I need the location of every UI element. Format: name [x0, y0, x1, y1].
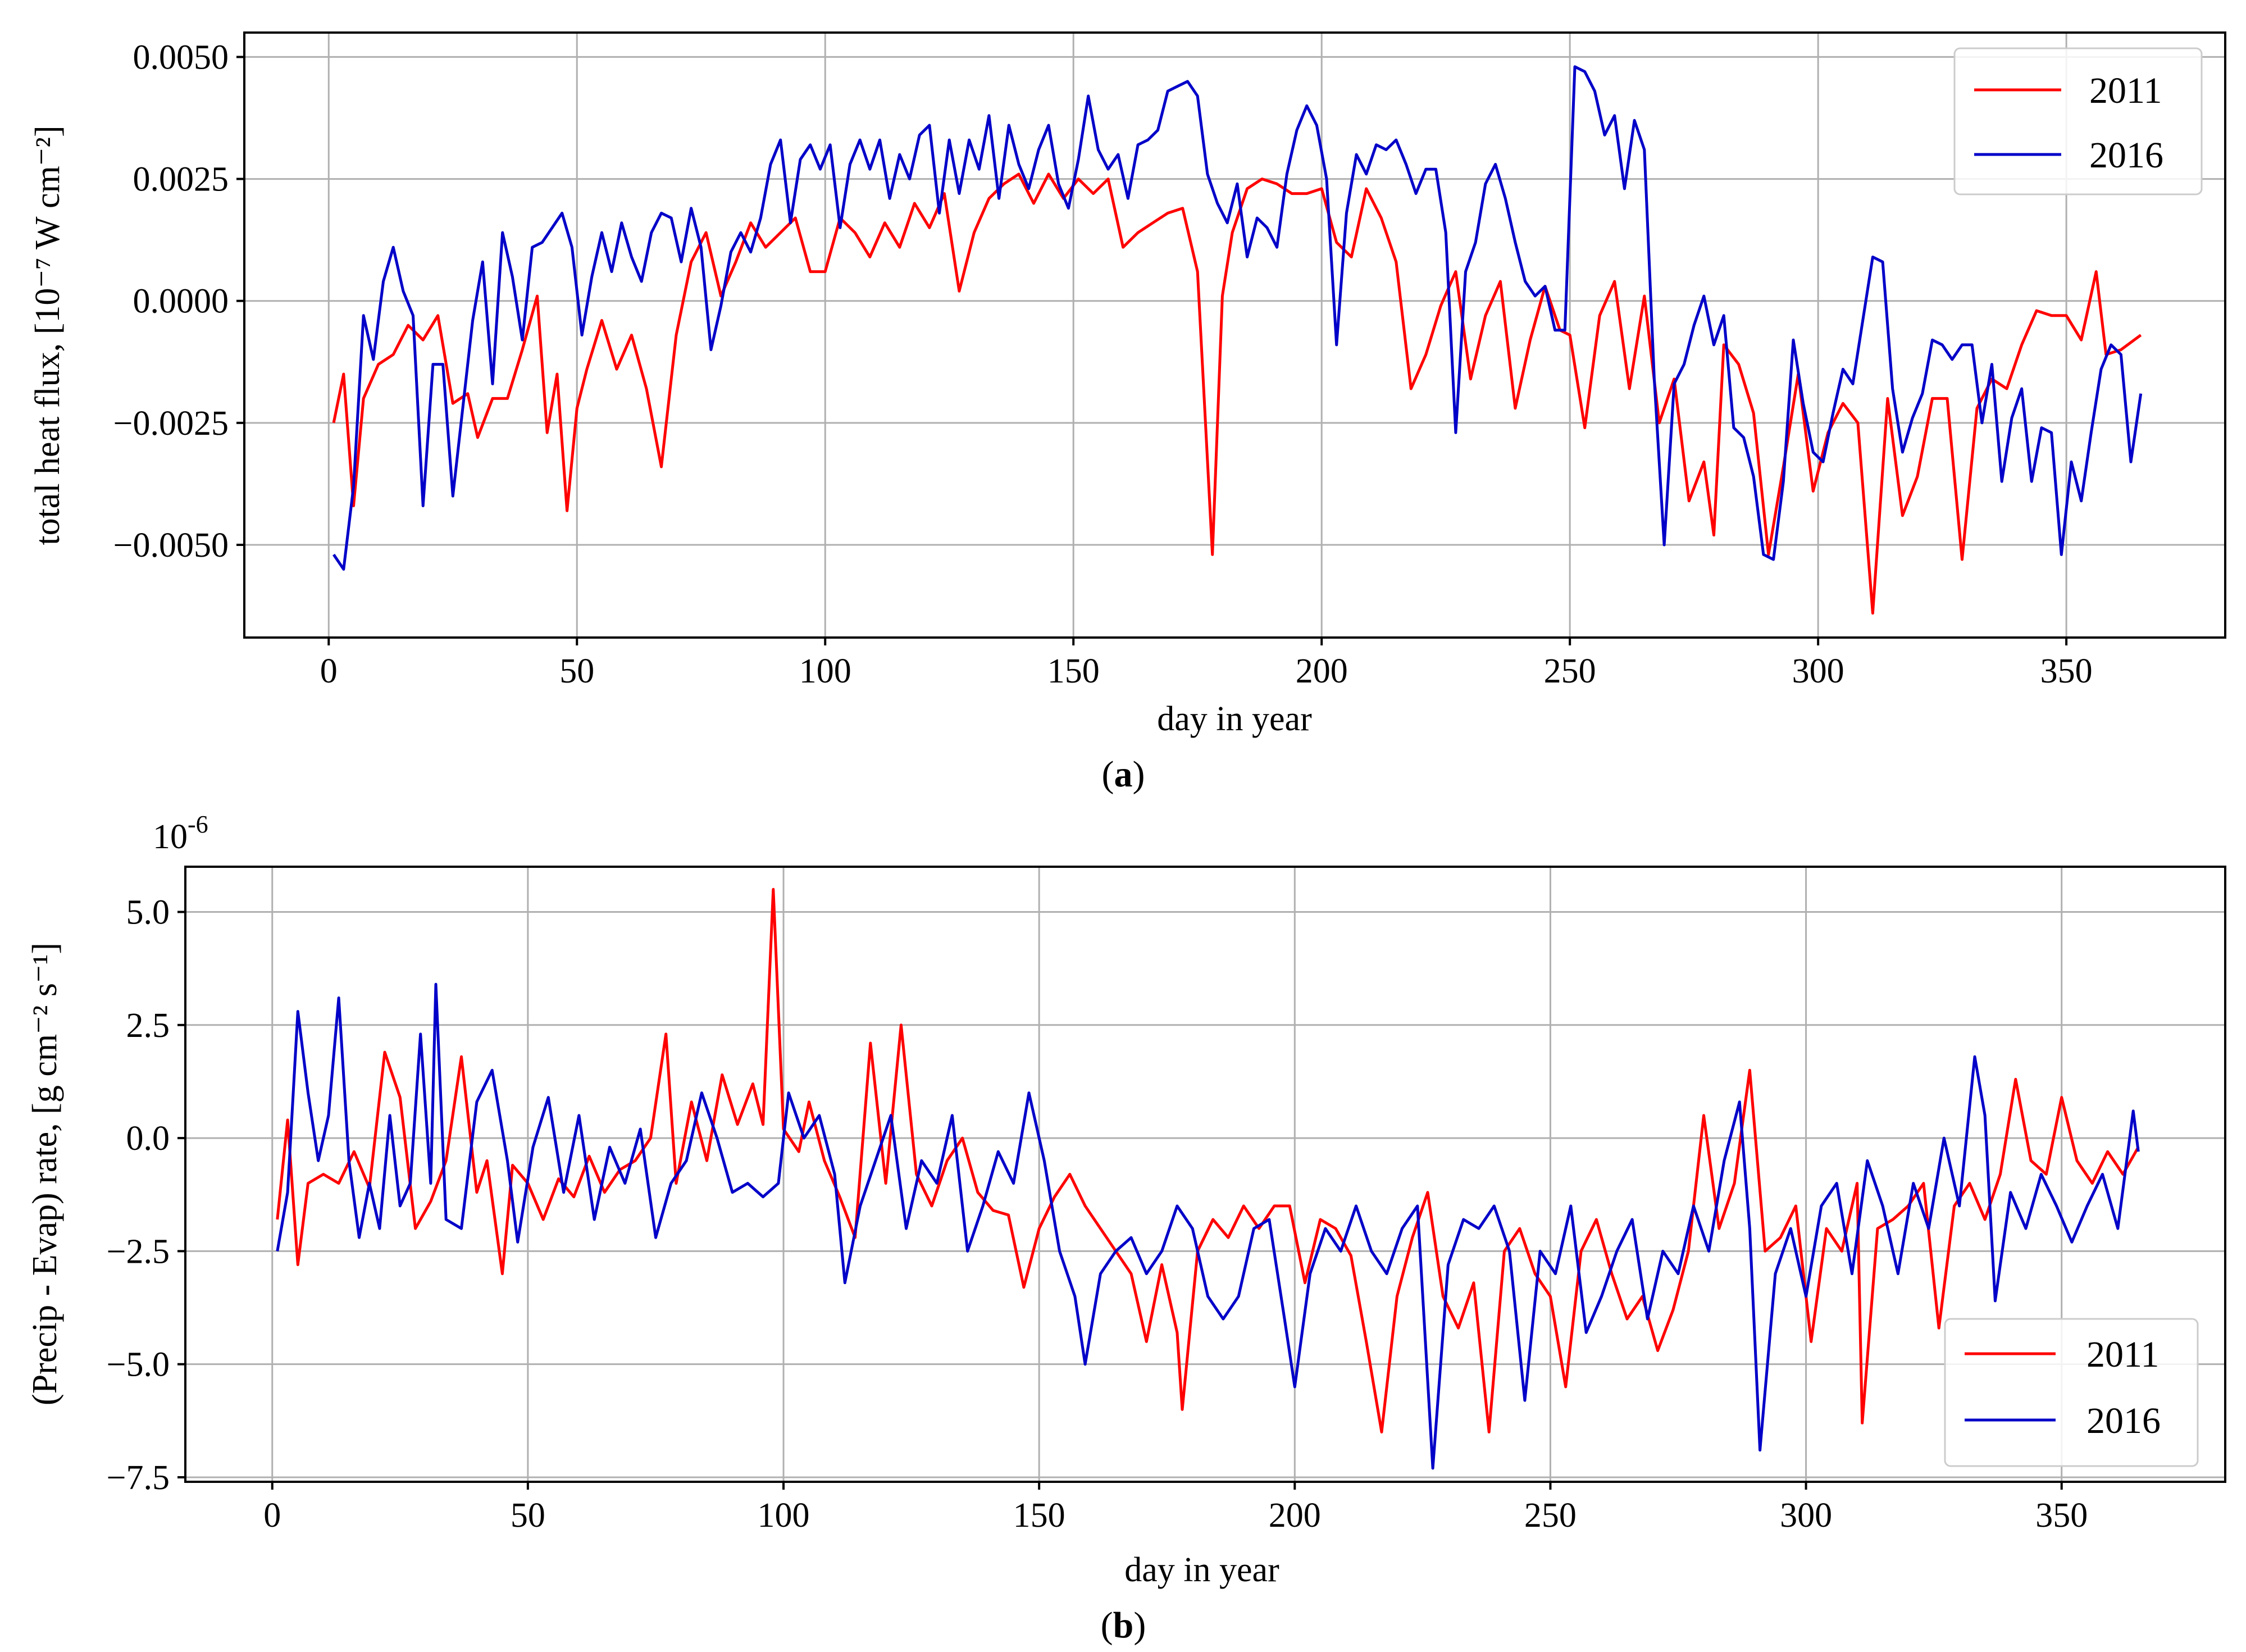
panel-a-ylabel: total heat flux, [10⁻⁷ W cm⁻²]	[29, 125, 67, 545]
panel-a-ytick-label: −0.0050	[113, 526, 229, 565]
panel-b-xtick-label: 0	[263, 1496, 281, 1535]
panel-b-ylabel: (Precip - Evap) rate, [g cm⁻² s⁻¹]	[26, 943, 64, 1405]
panel-a-legend: 2011 2016	[1953, 47, 2203, 195]
panel-a-xtick-label: 0	[320, 652, 338, 690]
panel-b-xlabel: day in year	[1124, 1551, 1279, 1589]
panel-b-xtick-label: 50	[511, 1496, 545, 1535]
panel-b-xtick-label: 100	[758, 1496, 810, 1535]
panel-a-xtick-label: 50	[559, 652, 594, 690]
panel-a-xtick-label: 250	[1544, 652, 1596, 690]
panel-a-series-2016	[332, 65, 2143, 571]
panel-a-xtick-label: 150	[1047, 652, 1100, 690]
panel-a-xtick-label: 300	[1792, 652, 1844, 690]
panel-b-series-2016	[276, 982, 2140, 1470]
panel-b-ytick-label: −5.0	[107, 1346, 170, 1384]
panel-a-xlabel: day in year	[1157, 700, 1312, 738]
panel-b-legend-label-2016: 2016	[2086, 1400, 2161, 1441]
panel-b-legend: 2011 2016	[1944, 1318, 2199, 1467]
panel-b-series-2011	[276, 888, 2140, 1433]
panel-b-grid	[185, 867, 2225, 1482]
panel-b-caption: (b)	[1101, 1605, 1146, 1646]
panel-a-xtick-label: 350	[2040, 652, 2093, 690]
panel-a-ytick-label: 0.0000	[133, 283, 229, 321]
panel-a-xtick-label: 100	[799, 652, 851, 690]
panel-a-frame	[243, 31, 2226, 639]
panel-a-legend-label-2011: 2011	[2089, 70, 2162, 111]
panel-b-series	[276, 888, 2140, 1470]
panel-a-caption: (a)	[1102, 754, 1145, 795]
panel-a-ytick-label: −0.0025	[113, 404, 229, 443]
panel-b-xtick-label: 150	[1013, 1496, 1065, 1535]
panel-b-yscale-label: 10-6	[153, 811, 208, 856]
panel-a-xtick-label: 200	[1296, 652, 1348, 690]
panel-a-ticks: 0 50 100 150 200 250 300 350 −0.0050 −0.0025 0.000…	[113, 38, 2093, 690]
panel-b-xtick-label: 200	[1269, 1496, 1321, 1535]
panel-b-ytick-label: 2.5	[126, 1007, 170, 1045]
panel-a-legend-label-2016: 2016	[2089, 135, 2163, 176]
panel-b-ytick-label: 0.0	[126, 1119, 170, 1158]
panel-b-legend-label-2011: 2011	[2086, 1334, 2160, 1375]
panel-b-xtick-label: 350	[2035, 1496, 2088, 1535]
panel-b: 0 50 100 150 200 250 300 350 −7.5 −5.0 −2.5 0.0 2.5 5…	[26, 811, 2226, 1646]
panel-b-ytick-label: −2.5	[107, 1232, 170, 1271]
panel-b-ytick-label: −7.5	[107, 1459, 170, 1497]
panel-b-ytick-label: 5.0	[126, 894, 170, 932]
panel-b-xtick-label: 300	[1780, 1496, 1832, 1535]
panel-b-xtick-label: 250	[1524, 1496, 1577, 1535]
panel-a-ytick-label: 0.0050	[133, 38, 229, 76]
panel-b-frame	[184, 866, 2226, 1483]
panel-a-ytick-label: 0.0025	[133, 161, 229, 199]
panel-a: 0 50 100 150 200 250 300 350 −0.0050 −0.0025 0.000…	[29, 31, 2226, 795]
panel-a-series	[332, 65, 2143, 615]
panel-b-ticks: 0 50 100 150 200 250 300 350 −7.5 −5.0 −2.5 0.0 2.5 5…	[107, 894, 2088, 1535]
